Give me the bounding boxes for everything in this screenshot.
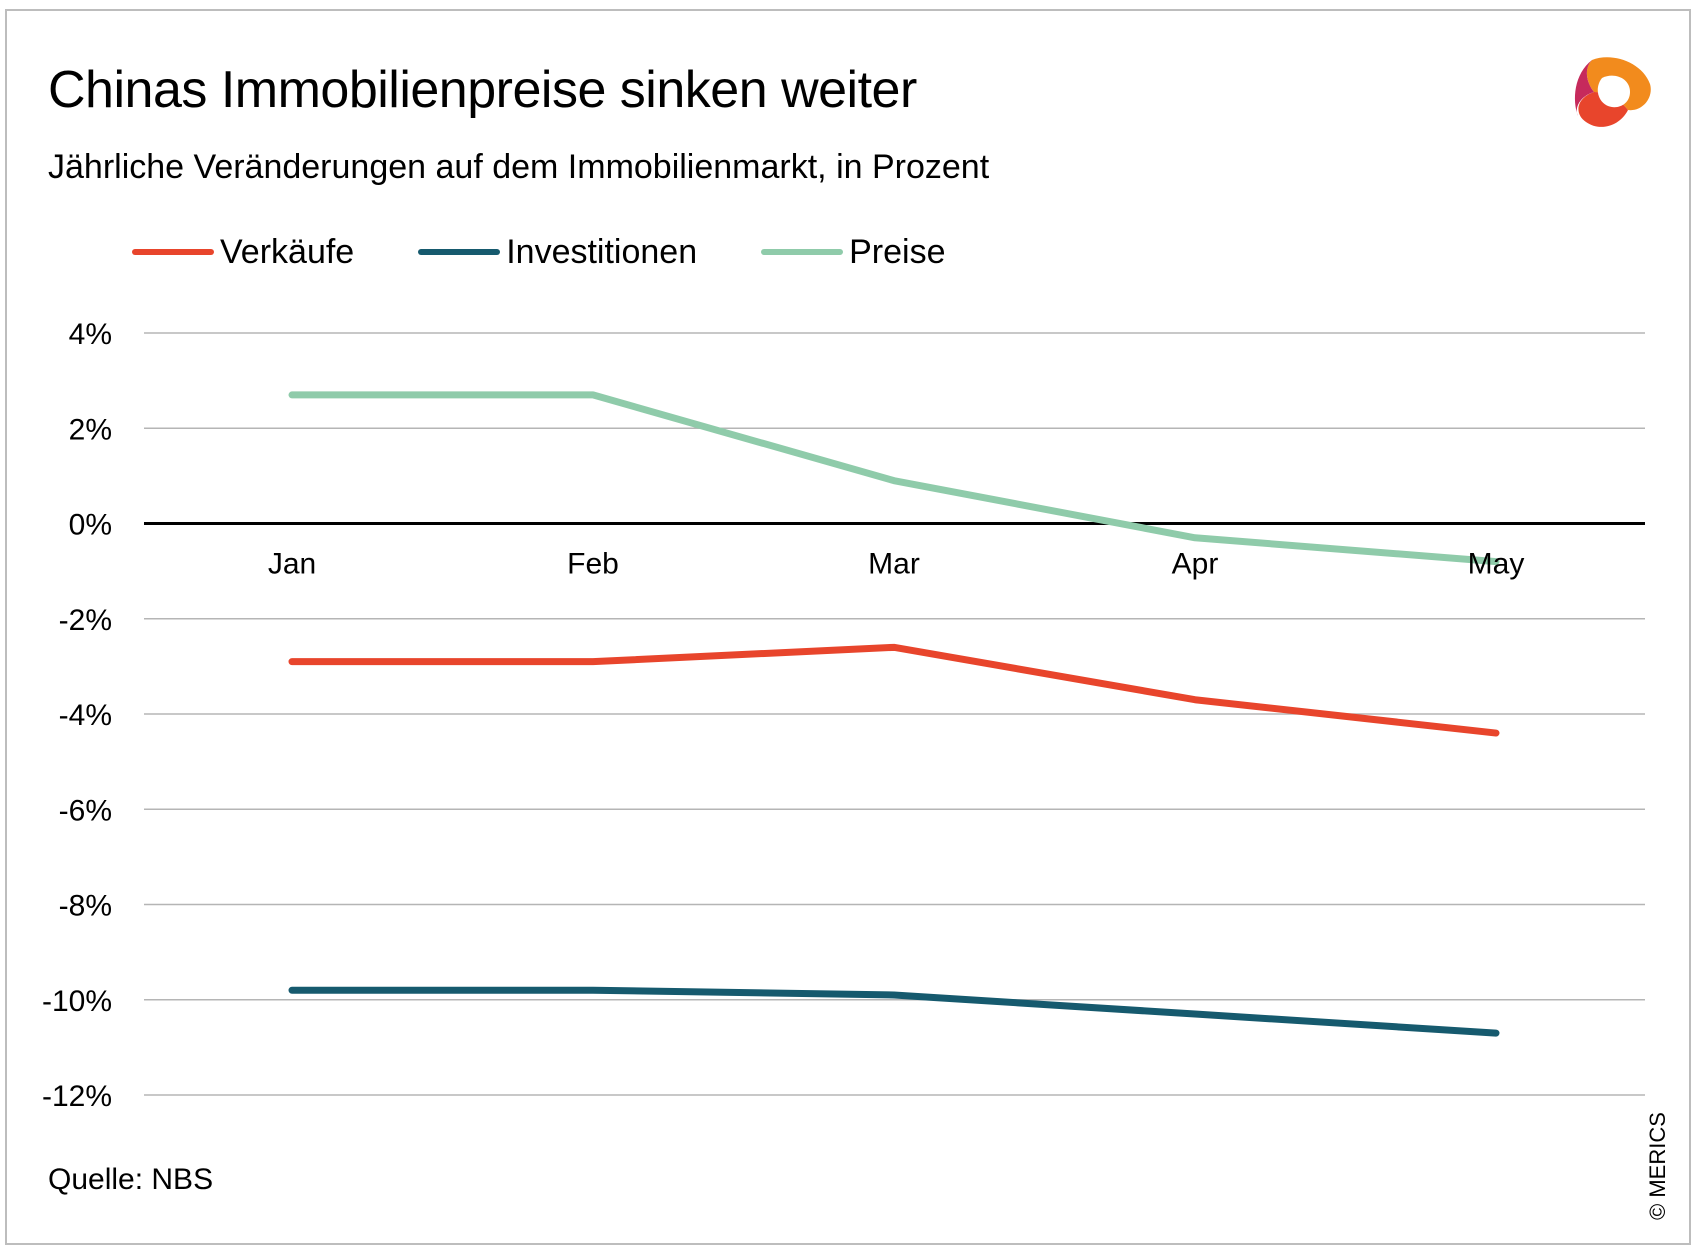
x-tick-label: Jan [268, 548, 316, 581]
y-tick-label: -6% [59, 794, 112, 827]
series-line [288, 643, 1500, 737]
legend-label: Verkäufe [220, 233, 355, 271]
y-tick-label: 0% [69, 509, 112, 542]
y-tick-label: -4% [59, 699, 112, 732]
x-tick-label: May [1468, 548, 1525, 581]
legend-label: Investitionen [506, 233, 698, 271]
legend-swatch [418, 249, 501, 255]
y-tick-label: -12% [42, 1080, 112, 1113]
x-tick-label: Feb [567, 548, 619, 581]
y-tick-label: 4% [69, 318, 112, 351]
y-tick-label: -10% [42, 985, 112, 1018]
series-line [288, 986, 1500, 1037]
legend-label: Preise [849, 233, 946, 271]
chart-legend: Verkäufe Investitionen Preise [132, 232, 1010, 272]
x-tick-label: Apr [1172, 548, 1219, 581]
y-tick-label: 2% [69, 413, 112, 446]
legend-item-verkaeufe: Verkäufe [132, 235, 354, 269]
merics-logo-icon [1574, 57, 1651, 127]
chart-title: Chinas Immobilienpreise sinken weiter [48, 61, 917, 119]
source-note: Quelle: NBS [48, 1163, 214, 1196]
legend-swatch [761, 249, 844, 255]
legend-item-preise: Preise [761, 233, 946, 271]
y-tick-label: -2% [59, 604, 112, 637]
copyright-note: © MERICS [1645, 1112, 1670, 1220]
legend-item-investitionen: Investitionen [418, 235, 697, 269]
chart-frame [5, 9, 1691, 1245]
legend-swatch [132, 249, 214, 255]
y-tick-label: -8% [59, 890, 112, 923]
chart-subtitle: Jährliche Veränderungen auf dem Immobili… [48, 148, 990, 186]
series-line [288, 391, 1500, 566]
x-tick-label: Mar [868, 548, 920, 581]
